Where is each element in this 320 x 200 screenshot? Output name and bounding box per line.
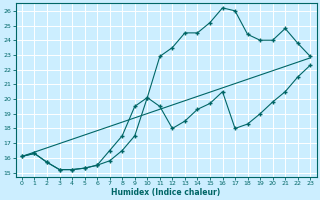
X-axis label: Humidex (Indice chaleur): Humidex (Indice chaleur)	[111, 188, 221, 197]
